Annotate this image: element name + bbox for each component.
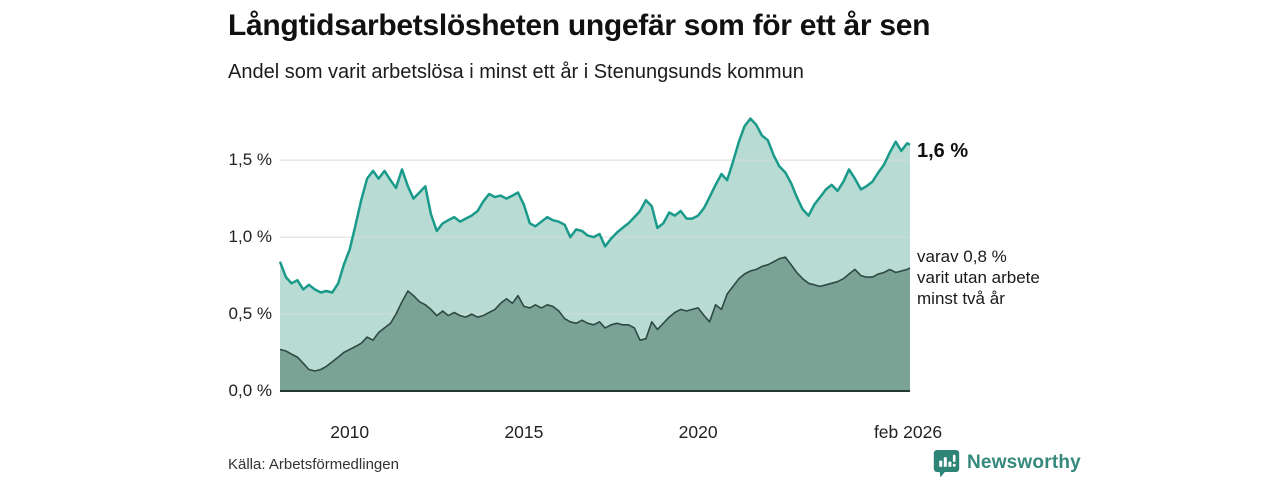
- newsworthy-logo: Newsworthy: [933, 448, 1081, 478]
- two-year-annotation-line-2: varit utan arbete: [917, 268, 1040, 287]
- source-credit: Källa: Arbetsförmedlingen: [228, 456, 399, 473]
- x-axis-tick-label: 2015: [504, 422, 544, 442]
- latest-value-label: 1,6 %: [917, 140, 969, 162]
- two-year-line: [279, 256, 911, 372]
- y-axis-tick-label: 0,0 %: [228, 381, 272, 400]
- y-axis-tick-label: 0,5 %: [228, 304, 272, 324]
- total-line: [278, 117, 911, 294]
- x-axis-tick-label: feb 2026: [873, 422, 943, 442]
- two-year-area: [280, 257, 910, 391]
- page-title: Långtidsarbetslösheten ungefär som för e…: [228, 9, 931, 42]
- chart-subtitle: Andel som varit arbetslösa i minst ett å…: [228, 61, 804, 83]
- two-year-annotation: varav 0,8 % varit utan arbete minst två …: [917, 246, 1040, 309]
- y-axis-tick-label: 1,5 %: [228, 150, 272, 170]
- x-axis-tick-label: 2020: [678, 422, 718, 442]
- two-year-annotation-line-1: varav 0,8 %: [917, 247, 1007, 266]
- two-year-annotation-line-3: minst två år: [917, 289, 1005, 308]
- newsworthy-wordmark: Newsworthy: [967, 452, 1081, 473]
- x-axis-tick-label: 2010: [330, 422, 370, 442]
- newsworthy-logo-icon: [933, 449, 960, 477]
- y-axis-tick-label: 1,0 %: [228, 227, 272, 247]
